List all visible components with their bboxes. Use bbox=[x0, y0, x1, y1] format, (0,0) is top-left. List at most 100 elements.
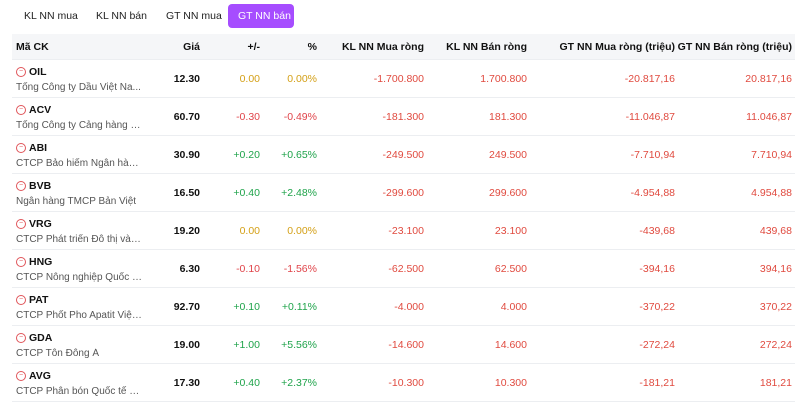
kl-sell-value: 1.700.800 bbox=[480, 72, 527, 85]
header-price[interactable]: Giá bbox=[183, 40, 200, 53]
company-name: CTCP Phân bón Quốc tế Âu... bbox=[16, 385, 142, 397]
gt-sell-value: 439,68 bbox=[759, 224, 792, 237]
tab-kl-nn-ban[interactable]: KL NN bán bbox=[96, 10, 147, 22]
tab-gt-nn-ban[interactable]: GT NN bán bbox=[228, 4, 294, 28]
table-row[interactable]: − PAT CTCP Phốt Pho Apatit Việt ... 92.70 +0… bbox=[12, 288, 795, 326]
symbol-cell: − GDA CTCP Tôn Đông Á bbox=[12, 331, 152, 359]
stock-symbol[interactable]: PAT bbox=[29, 293, 49, 306]
symbol-line: − PAT bbox=[16, 293, 152, 307]
table-row[interactable]: − HNG CTCP Nông nghiệp Quốc tế... 6.30 -0.10… bbox=[12, 250, 795, 288]
gt-sell-value: 272,24 bbox=[759, 338, 792, 351]
stock-symbol[interactable]: HNG bbox=[29, 255, 53, 268]
gt-sell-value: 20.817,16 bbox=[745, 72, 792, 85]
table-row[interactable]: − ABI CTCP Bảo hiểm Ngân hàng ... 30.90 +0.2… bbox=[12, 136, 795, 174]
header-symbol[interactable]: Mã CK bbox=[16, 40, 49, 53]
remove-circle-icon[interactable]: − bbox=[16, 104, 26, 115]
percent-value: +0.65% bbox=[281, 148, 317, 161]
price-value: 60.70 bbox=[173, 110, 200, 123]
percent-value: 0.00% bbox=[287, 72, 317, 85]
gt-buy-value: -439,68 bbox=[639, 224, 675, 237]
kl-buy-value: -23.100 bbox=[388, 224, 424, 237]
remove-circle-icon[interactable]: − bbox=[16, 180, 26, 191]
header-kl-buy[interactable]: KL NN Mua ròng bbox=[341, 40, 424, 53]
remove-circle-icon[interactable]: − bbox=[16, 218, 26, 229]
gt-sell-value: 7.710,94 bbox=[751, 148, 792, 161]
remove-circle-icon[interactable]: − bbox=[16, 142, 26, 153]
stock-symbol[interactable]: VRG bbox=[29, 217, 52, 230]
header-percent[interactable]: % bbox=[307, 40, 317, 53]
table-row[interactable]: − AVG CTCP Phân bón Quốc tế Âu... 17.30 +0.4… bbox=[12, 364, 795, 402]
symbol-line: − OIL bbox=[16, 65, 152, 79]
percent-value: 0.00% bbox=[287, 224, 317, 237]
price-value: 16.50 bbox=[173, 186, 200, 199]
kl-sell-value: 14.600 bbox=[494, 338, 527, 351]
stock-symbol[interactable]: BVB bbox=[29, 179, 52, 192]
kl-buy-value: -1.700.800 bbox=[373, 72, 424, 85]
company-name: CTCP Bảo hiểm Ngân hàng ... bbox=[16, 157, 142, 169]
remove-circle-icon[interactable]: − bbox=[16, 294, 26, 305]
symbol-cell: − ABI CTCP Bảo hiểm Ngân hàng ... bbox=[12, 141, 152, 169]
company-name: CTCP Phát triển Đô thị và K... bbox=[16, 233, 142, 245]
gt-sell-value: 370,22 bbox=[759, 300, 792, 313]
symbol-line: − ACV bbox=[16, 103, 152, 117]
symbol-line: − GDA bbox=[16, 331, 152, 345]
gt-sell-value: 4.954,88 bbox=[751, 186, 792, 199]
gt-buy-value: -20.817,16 bbox=[624, 72, 675, 85]
symbol-cell: − ACV Tổng Công ty Cảng hàng k... bbox=[12, 103, 152, 131]
symbol-cell: − VRG CTCP Phát triển Đô thị và K... bbox=[12, 217, 152, 245]
tab-gt-nn-mua[interactable]: GT NN mua bbox=[166, 10, 222, 22]
kl-buy-value: -4.000 bbox=[394, 300, 424, 313]
header-gt-buy[interactable]: GT NN Mua ròng (triệu) bbox=[559, 40, 676, 53]
kl-sell-value: 181.300 bbox=[489, 110, 527, 123]
remove-circle-icon[interactable]: − bbox=[16, 256, 26, 267]
table-body: − OIL Tổng Công ty Dầu Việt Na... 12.30 0.00… bbox=[12, 60, 795, 402]
price-value: 17.30 bbox=[173, 376, 200, 389]
symbol-line: − VRG bbox=[16, 217, 152, 231]
symbol-line: − BVB bbox=[16, 179, 152, 193]
gt-buy-value: -7.710,94 bbox=[630, 148, 675, 161]
company-name: CTCP Nông nghiệp Quốc tế... bbox=[16, 271, 142, 283]
remove-circle-icon[interactable]: − bbox=[16, 370, 26, 381]
table-header: Mã CK Giá +/- % KL NN Mua ròng KL NN Bán… bbox=[12, 34, 795, 60]
change-value: -0.30 bbox=[236, 110, 260, 123]
gt-buy-value: -11.046,87 bbox=[625, 110, 675, 123]
percent-value: +2.37% bbox=[281, 376, 317, 389]
table-row[interactable]: − ACV Tổng Công ty Cảng hàng k... 60.70 -0.3… bbox=[12, 98, 795, 136]
company-name: CTCP Phốt Pho Apatit Việt ... bbox=[16, 309, 142, 321]
header-change[interactable]: +/- bbox=[247, 40, 260, 53]
stock-symbol[interactable]: ABI bbox=[29, 141, 48, 154]
kl-sell-value: 62.500 bbox=[494, 262, 527, 275]
header-gt-sell[interactable]: GT NN Bán ròng (triệu) bbox=[677, 40, 792, 53]
change-value: 0.00 bbox=[239, 224, 260, 237]
symbol-cell: − OIL Tổng Công ty Dầu Việt Na... bbox=[12, 65, 152, 93]
table-row[interactable]: − BVB Ngân hàng TMCP Bản Việt 16.50 +0.40 +2.… bbox=[12, 174, 795, 212]
percent-value: +2.48% bbox=[281, 186, 317, 199]
stock-symbol[interactable]: ACV bbox=[29, 103, 52, 116]
kl-buy-value: -181.300 bbox=[382, 110, 424, 123]
remove-circle-icon[interactable]: − bbox=[16, 66, 26, 77]
symbol-cell: − HNG CTCP Nông nghiệp Quốc tế... bbox=[12, 255, 152, 283]
remove-circle-icon[interactable]: − bbox=[16, 332, 26, 343]
symbol-line: − AVG bbox=[16, 369, 152, 383]
kl-buy-value: -14.600 bbox=[388, 338, 424, 351]
kl-sell-value: 4.000 bbox=[500, 300, 527, 313]
foreign-trading-table: Mã CK Giá +/- % KL NN Mua ròng KL NN Bán… bbox=[12, 34, 795, 402]
stock-symbol[interactable]: AVG bbox=[29, 369, 51, 382]
symbol-line: − ABI bbox=[16, 141, 152, 155]
percent-value: +5.56% bbox=[281, 338, 317, 351]
kl-buy-value: -10.300 bbox=[388, 376, 424, 389]
price-value: 12.30 bbox=[173, 72, 200, 85]
stock-symbol[interactable]: OIL bbox=[29, 65, 47, 78]
header-kl-sell[interactable]: KL NN Bán ròng bbox=[446, 40, 527, 53]
table-row[interactable]: − GDA CTCP Tôn Đông Á 19.00 +1.00 +5.56% -14.6… bbox=[12, 326, 795, 364]
stock-symbol[interactable]: GDA bbox=[29, 331, 53, 344]
price-value: 30.90 bbox=[173, 148, 200, 161]
company-name: Ngân hàng TMCP Bản Việt bbox=[16, 195, 137, 207]
tab-bar: KL NN mua KL NN bán GT NN mua GT NN bán bbox=[14, 4, 294, 28]
symbol-cell: − PAT CTCP Phốt Pho Apatit Việt ... bbox=[12, 293, 152, 321]
table-row[interactable]: − OIL Tổng Công ty Dầu Việt Na... 12.30 0.00… bbox=[12, 60, 795, 98]
table-row[interactable]: − VRG CTCP Phát triển Đô thị và K... 19.20 0… bbox=[12, 212, 795, 250]
tab-kl-nn-mua[interactable]: KL NN mua bbox=[24, 10, 78, 22]
percent-value: -1.56% bbox=[283, 262, 317, 275]
change-value: 0.00 bbox=[239, 72, 260, 85]
